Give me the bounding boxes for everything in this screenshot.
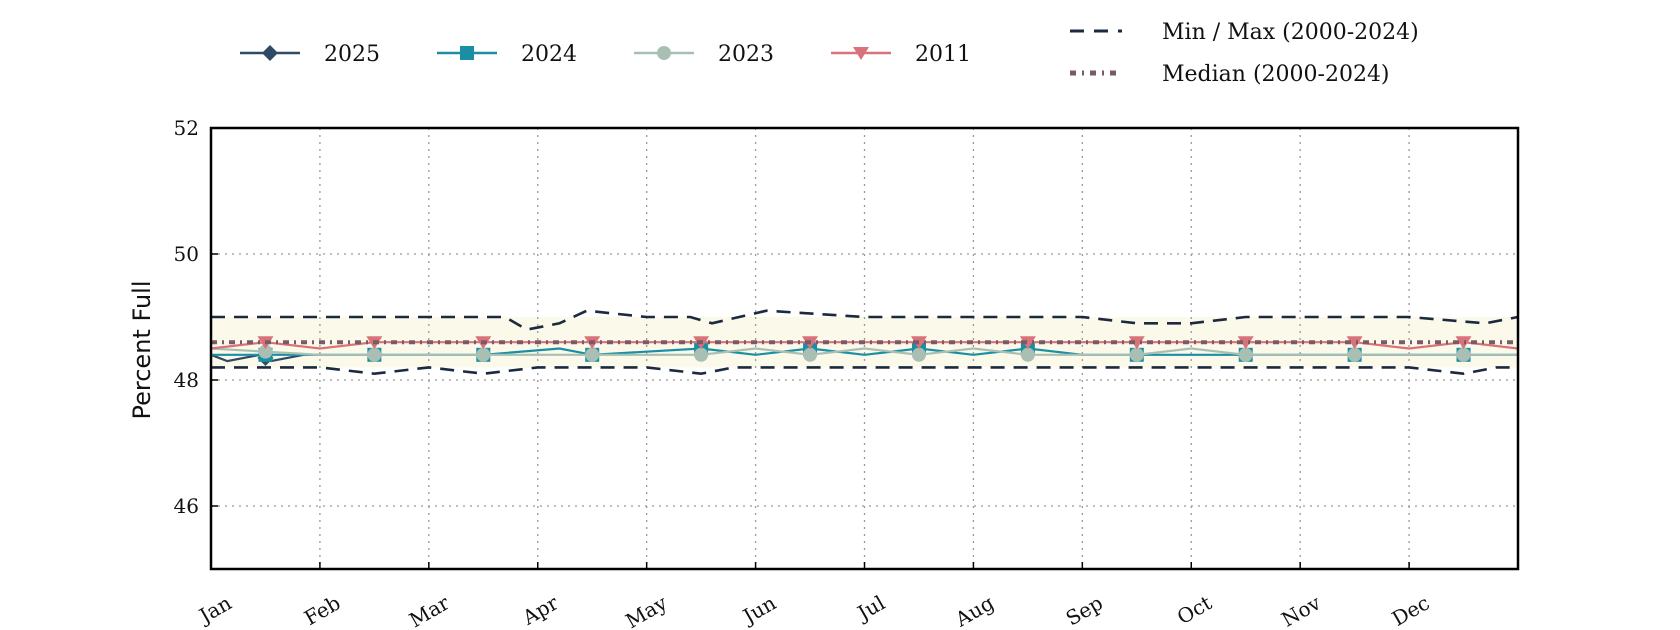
y-tick-label: 52 <box>174 116 199 140</box>
series-line-min-max-2000-2024-min <box>211 366 1518 376</box>
point-2023 <box>911 347 926 362</box>
series-line-min-max-2000-2024-max <box>211 309 1519 331</box>
x-tick-label: Dec <box>1388 591 1434 630</box>
point-2011 <box>1237 336 1254 350</box>
point-2023 <box>258 344 273 359</box>
x-tick-label: Oct <box>1173 591 1216 630</box>
point-2023 <box>476 347 491 362</box>
legend: 2025 2024 2023 2011 Min / Max (2000-2024) Med… <box>240 20 1419 87</box>
legend-marker <box>262 45 278 61</box>
point-2023 <box>1238 347 1253 362</box>
point-2011 <box>1455 336 1472 350</box>
point-2023 <box>694 347 709 362</box>
y-tick-label: 48 <box>174 368 199 392</box>
legend-label: 2025 <box>324 42 380 67</box>
legend-label: Median (2000-2024) <box>1162 62 1390 87</box>
legend-marker <box>657 46 671 60</box>
x-tick-label: Jun <box>737 590 780 629</box>
legend-label: 2011 <box>915 42 971 67</box>
point-2023 <box>1129 347 1144 362</box>
y-tick-label: 46 <box>174 494 199 518</box>
x-tick-label: Jan <box>193 590 235 628</box>
x-tick-label: Apr <box>518 590 563 630</box>
legend-marker <box>460 46 474 60</box>
x-tick-label: Aug <box>950 590 998 630</box>
x-tick-label: Nov <box>1277 590 1325 630</box>
y-axis-title: Percent Full <box>128 281 156 420</box>
y-tick-label: 50 <box>174 242 199 266</box>
legend-label: 2024 <box>521 42 577 67</box>
x-tick-label: May <box>621 590 671 630</box>
point-2011 <box>1346 336 1363 350</box>
x-tick-label: Sep <box>1062 591 1107 630</box>
legend-label: 2023 <box>718 42 774 67</box>
plot-area: 46 48 50 52 Jan Feb Mar Apr May Jun Jul Aug Sep Oct No… <box>174 116 1520 630</box>
x-tick-label: Feb <box>300 591 344 630</box>
x-tick-label: Jul <box>852 591 889 626</box>
point-2023 <box>1347 347 1362 362</box>
legend-marker <box>853 47 869 60</box>
x-tick-label: Mar <box>405 590 454 630</box>
point-2023 <box>585 347 600 362</box>
point-2011 <box>1128 336 1145 350</box>
point-2023 <box>1456 347 1471 362</box>
point-2023 <box>367 347 382 362</box>
point-2011 <box>1019 336 1036 350</box>
point-2023 <box>803 347 818 362</box>
point-2023 <box>1020 347 1035 362</box>
legend-label: Min / Max (2000-2024) <box>1162 20 1419 45</box>
